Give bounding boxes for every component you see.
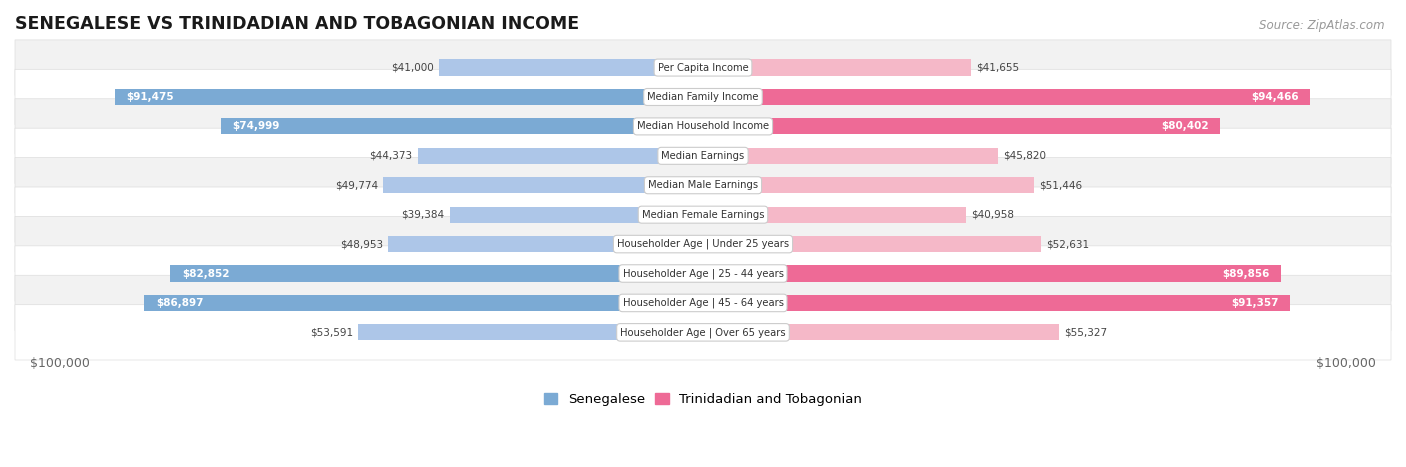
Text: $51,446: $51,446 — [1039, 180, 1083, 190]
FancyBboxPatch shape — [15, 40, 1391, 95]
Text: Median Male Earnings: Median Male Earnings — [648, 180, 758, 190]
Bar — [221, 118, 703, 134]
Bar — [418, 148, 703, 164]
Bar — [145, 295, 703, 311]
Text: SENEGALESE VS TRINIDADIAN AND TOBAGONIAN INCOME: SENEGALESE VS TRINIDADIAN AND TOBAGONIAN… — [15, 15, 579, 33]
FancyBboxPatch shape — [15, 275, 1391, 331]
Bar — [703, 89, 1310, 105]
Text: Median Female Earnings: Median Female Earnings — [641, 210, 765, 219]
FancyBboxPatch shape — [15, 304, 1391, 360]
FancyBboxPatch shape — [15, 187, 1391, 242]
Text: $94,466: $94,466 — [1251, 92, 1299, 102]
Text: $82,852: $82,852 — [181, 269, 229, 278]
Bar — [388, 236, 703, 252]
Text: $74,999: $74,999 — [232, 121, 280, 131]
Text: $80,402: $80,402 — [1161, 121, 1208, 131]
FancyBboxPatch shape — [15, 128, 1391, 184]
Text: $91,475: $91,475 — [127, 92, 174, 102]
Text: Householder Age | 25 - 44 years: Householder Age | 25 - 44 years — [623, 268, 783, 279]
Text: $55,327: $55,327 — [1064, 327, 1107, 337]
Bar — [450, 206, 703, 223]
Text: $45,820: $45,820 — [1002, 151, 1046, 161]
Bar — [115, 89, 703, 105]
Text: Householder Age | 45 - 64 years: Householder Age | 45 - 64 years — [623, 297, 783, 308]
FancyBboxPatch shape — [15, 216, 1391, 272]
FancyBboxPatch shape — [15, 246, 1391, 301]
Text: Householder Age | Over 65 years: Householder Age | Over 65 years — [620, 327, 786, 338]
Text: Per Capita Income: Per Capita Income — [658, 63, 748, 72]
Text: Median Family Income: Median Family Income — [647, 92, 759, 102]
Text: $40,958: $40,958 — [972, 210, 1015, 219]
Text: $39,384: $39,384 — [402, 210, 444, 219]
Text: $86,897: $86,897 — [156, 298, 204, 308]
Text: Median Household Income: Median Household Income — [637, 121, 769, 131]
Bar — [439, 59, 703, 76]
Text: $52,631: $52,631 — [1046, 239, 1090, 249]
Bar — [359, 324, 703, 340]
Text: $89,856: $89,856 — [1222, 269, 1270, 278]
Bar — [170, 265, 703, 282]
Bar — [703, 59, 970, 76]
Bar — [703, 148, 998, 164]
FancyBboxPatch shape — [15, 99, 1391, 154]
FancyBboxPatch shape — [15, 69, 1391, 125]
Text: Householder Age | Under 25 years: Householder Age | Under 25 years — [617, 239, 789, 249]
Bar — [703, 265, 1281, 282]
Legend: Senegalese, Trinidadian and Tobagonian: Senegalese, Trinidadian and Tobagonian — [538, 388, 868, 411]
Text: $53,591: $53,591 — [311, 327, 353, 337]
FancyBboxPatch shape — [15, 157, 1391, 213]
Bar — [703, 177, 1033, 193]
Bar — [703, 236, 1042, 252]
Text: $41,655: $41,655 — [976, 63, 1019, 72]
Bar — [703, 118, 1220, 134]
Bar — [703, 295, 1291, 311]
Text: $44,373: $44,373 — [370, 151, 412, 161]
Text: Median Earnings: Median Earnings — [661, 151, 745, 161]
Bar — [703, 324, 1059, 340]
Text: $91,357: $91,357 — [1232, 298, 1279, 308]
Text: $48,953: $48,953 — [340, 239, 382, 249]
Text: $49,774: $49,774 — [335, 180, 378, 190]
Text: $41,000: $41,000 — [391, 63, 434, 72]
Bar — [703, 206, 966, 223]
Bar — [382, 177, 703, 193]
Text: Source: ZipAtlas.com: Source: ZipAtlas.com — [1260, 19, 1385, 32]
